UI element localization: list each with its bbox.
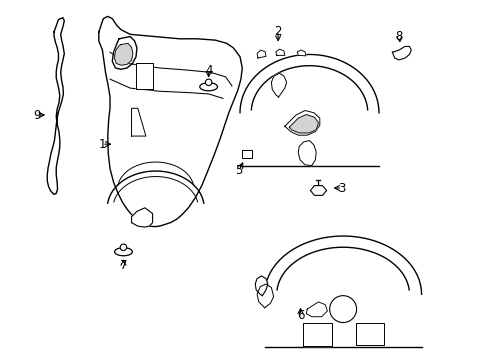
Text: 5: 5 — [235, 164, 243, 177]
Text: 2: 2 — [274, 25, 281, 38]
Polygon shape — [392, 46, 410, 60]
Polygon shape — [264, 236, 421, 347]
Polygon shape — [275, 49, 285, 55]
Polygon shape — [131, 208, 152, 227]
Text: 3: 3 — [338, 181, 345, 194]
Polygon shape — [257, 284, 273, 308]
Polygon shape — [271, 73, 286, 97]
Polygon shape — [257, 50, 265, 58]
Ellipse shape — [114, 248, 132, 256]
Polygon shape — [289, 114, 318, 133]
Polygon shape — [114, 43, 133, 65]
Ellipse shape — [200, 83, 217, 91]
Polygon shape — [297, 50, 305, 56]
Polygon shape — [131, 108, 145, 136]
Polygon shape — [310, 186, 326, 195]
Text: 8: 8 — [395, 30, 402, 43]
Text: 1: 1 — [98, 138, 105, 150]
Circle shape — [205, 79, 211, 86]
Polygon shape — [302, 323, 331, 346]
Text: 9: 9 — [34, 108, 41, 122]
Polygon shape — [112, 37, 137, 69]
Polygon shape — [99, 17, 242, 226]
Polygon shape — [136, 63, 152, 89]
Polygon shape — [355, 323, 384, 345]
Polygon shape — [240, 54, 378, 166]
Text: 6: 6 — [296, 309, 304, 322]
Polygon shape — [241, 149, 251, 158]
Polygon shape — [47, 18, 64, 194]
Text: 4: 4 — [204, 64, 212, 77]
Polygon shape — [285, 111, 319, 135]
Text: 7: 7 — [120, 259, 127, 272]
Circle shape — [120, 244, 126, 251]
Polygon shape — [306, 302, 327, 317]
Polygon shape — [255, 276, 267, 296]
Polygon shape — [298, 140, 316, 166]
